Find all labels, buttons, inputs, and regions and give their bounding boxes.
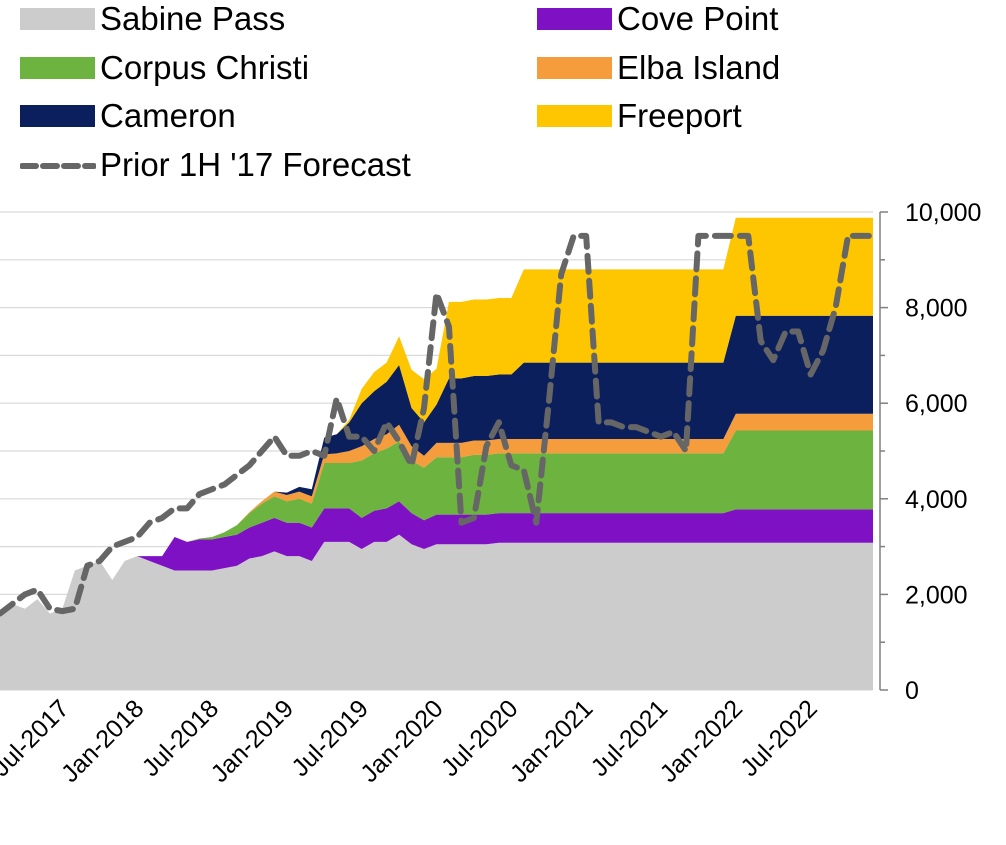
x-tick-label: Jul-2022	[735, 694, 823, 782]
x-tick-label: Jan-2020	[355, 694, 449, 788]
legend-label-elba-island: Elba Island	[617, 49, 781, 86]
legend-swatch-cameron	[20, 105, 95, 127]
legend-label-freeport: Freeport	[617, 97, 742, 134]
area-series-sabine-pass	[0, 534, 873, 690]
y-tick-label: 4,000	[905, 486, 968, 514]
legend-swatch-freeport	[537, 105, 612, 127]
area-series-cove-point	[0, 501, 873, 614]
area-series-corpus-christi	[0, 430, 873, 614]
legend-swatch-sabine-pass	[20, 8, 95, 30]
y-tick-label: 6,000	[905, 390, 968, 418]
forecast-line	[0, 232, 876, 617]
x-tick-labels: Jul-2017Jan-2018Jul-2018Jan-2019Jul-2019…	[0, 694, 823, 788]
y-tick-label: 0	[905, 677, 919, 705]
y-tick-label: 10,000	[905, 199, 981, 227]
area-series-cameron	[0, 315, 873, 614]
x-tick-label: Jan-2019	[206, 694, 300, 788]
area-series-freeport	[0, 217, 873, 614]
legend-label-cove-point: Cove Point	[617, 0, 779, 37]
y-tick-labels: 0 2,000 4,000 6,000 8,000 10,000	[905, 199, 981, 705]
legend-label-forecast: Prior 1H '17 Forecast	[100, 146, 411, 183]
x-tick-label: Jan-2022	[655, 694, 749, 788]
legend-swatch-elba-island	[537, 57, 612, 79]
stacked-areas	[0, 217, 873, 690]
x-tick-label: Jan-2021	[505, 694, 599, 788]
y-tick-label: 8,000	[905, 295, 968, 323]
legend-swatch-forecast-dashed-line	[20, 163, 96, 169]
legend-label-cameron: Cameron	[100, 97, 236, 134]
legend-label-sabine-pass: Sabine Pass	[100, 0, 286, 37]
y-tick-label: 2,000	[905, 581, 968, 609]
legend-swatch-cove-point	[537, 8, 612, 30]
legend-label-corpus-christi: Corpus Christi	[100, 49, 310, 86]
x-tick-label: Jan-2018	[56, 694, 150, 788]
legend-swatch-corpus-christi	[20, 57, 95, 79]
y-axis	[879, 211, 888, 691]
forecast-line-layer	[0, 232, 876, 617]
area-series-elba-island	[0, 413, 873, 614]
